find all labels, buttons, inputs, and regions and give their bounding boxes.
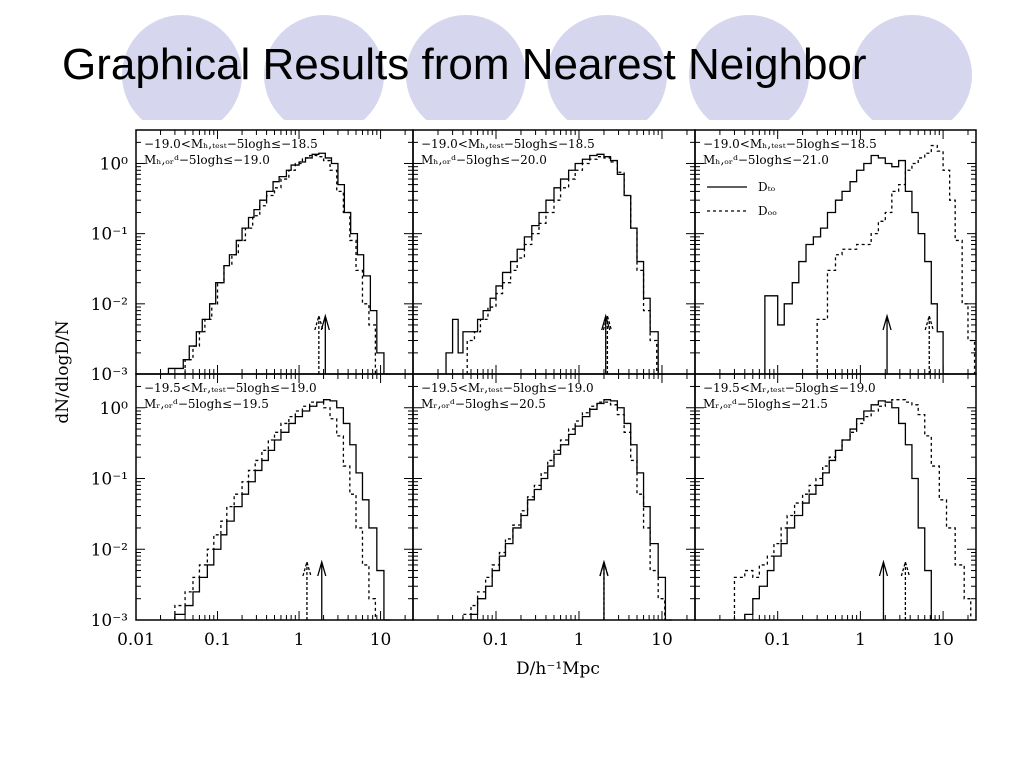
x-tick-label: 10 [651,630,673,650]
panel-annotation: −19.0<Mₕ,ₜₑₛₜ−5logh≤−18.5 [144,137,318,151]
decor-circle [122,15,242,120]
x-tick-label: 0.1 [204,630,231,650]
y-tick-label: 10⁻² [91,295,128,315]
series-solid [445,153,665,375]
series-solid [470,399,672,621]
panel-bottom-middle: −19.5<Mᵣ,ₜₑₛₜ−5logh≤−19.0 Mᵣ,ₒᵣᵈ−5logh≤−2… [412,373,696,621]
decor-circle [852,15,972,120]
series-dashed [174,401,377,620]
median-arrow-solid [882,313,892,374]
y-tick-label: 10⁻³ [91,365,128,385]
median-arrow-dashed [602,313,613,374]
x-tick-label: 0.01 [117,630,155,650]
panel-annotation: −19.5<Mᵣ,ₜₑₛₜ−5logh≤−19.0 [421,381,594,395]
x-tick-label: 1 [574,630,585,650]
panel-bottom-left: −19.5<Mᵣ,ₜₑₛₜ−5logh≤−19.0 Mᵣ,ₒᵣᵈ−5logh≤−1… [135,373,414,621]
panel-annotation: Mₕ,ₒᵣᵈ−5logh≤−19.0 [144,153,270,167]
panel-annotation: Mₕ,ₒᵣᵈ−5logh≤−21.0 [703,153,829,167]
panel-annotation: −19.5<Mᵣ,ₜₑₛₜ−5logh≤−19.0 [703,381,876,395]
series-solid [744,400,938,621]
median-arrow-solid [317,559,327,620]
series-solid [764,154,950,375]
y-tick-label: 10⁻³ [91,611,128,631]
median-arrow-dashed [900,559,911,620]
median-arrow-solid [601,313,611,374]
x-tick-label: 1 [294,630,305,650]
series-dashed [733,399,972,620]
series-solid [167,152,391,375]
median-arrow-dashed [924,313,934,374]
legend-solid-label: Dₜₒ [758,180,776,194]
decor-circles [122,15,972,120]
legend-dashed-label: Dₒₒ [758,204,777,218]
series-dashed [816,144,976,374]
series-solid [174,399,391,621]
median-arrow-dashed [599,559,609,620]
series-dashed [184,154,377,374]
panel-top-right: −19.0<Mₕ,ₜₑₛₜ−5logh≤−18.5 Mₕ,ₒᵣᵈ−5logh≤−2… [694,129,977,375]
decor-circle [547,15,667,120]
x-tick-label: 1 [855,630,866,650]
panel-annotation: Mₕ,ₒᵣᵈ−5logh≤−20.0 [421,153,547,167]
slide-title: Graphical Results from Nearest Neighbor [62,40,867,89]
decor-circle [689,15,809,120]
panel-annotation: −19.5<Mᵣ,ₜₑₛₜ−5logh≤−19.0 [144,381,317,395]
panel-annotation: Mᵣ,ₒᵣᵈ−5logh≤−20.5 [421,397,546,411]
panel-annotation: −19.0<Mₕ,ₜₑₛₜ−5logh≤−18.5 [703,137,877,151]
panel-top-middle: −19.0<Mₕ,ₜₑₛₜ−5logh≤−18.5 Mₕ,ₒᵣᵈ−5logh≤−2… [412,129,696,375]
x-tick-label: 10 [370,630,392,650]
y-axis-label: dN/dlogD/N [53,320,73,423]
y-tick-label: 10⁰ [100,399,129,419]
y-tick-label: 10⁻¹ [91,225,128,245]
y-tick-label: 10⁻² [91,540,128,560]
panel-bottom-right: −19.5<Mᵣ,ₜₑₛₜ−5logh≤−19.0 Mᵣ,ₒᵣᵈ−5logh≤−2… [694,373,977,621]
x-tick-label: 10 [932,630,954,650]
x-tick-label: 0.1 [764,630,791,650]
panel-annotation: −19.0<Mₕ,ₜₑₛₜ−5logh≤−18.5 [421,137,595,151]
panel-top-left: −19.0<Mₕ,ₜₑₛₜ−5logh≤−18.5 Mₕ,ₒᵣᵈ−5logh≤−1… [135,129,414,375]
decor-circle [264,15,384,120]
series-dashed [462,401,666,620]
y-tick-label: 10⁻¹ [91,470,128,490]
panel-annotation: Mᵣ,ₒᵣᵈ−5logh≤−19.5 [144,397,269,411]
panel-annotation: Mᵣ,ₒᵣᵈ−5logh≤−21.5 [703,397,828,411]
x-tick-label: 0.1 [482,630,509,650]
y-tick-label: 10⁰ [100,154,129,174]
median-arrow-solid [878,559,889,620]
median-arrow-dashed [314,313,324,374]
median-arrow-solid [320,313,330,374]
decor-circle [406,15,526,120]
median-arrow-dashed [302,559,312,620]
series-dashed [466,156,658,374]
x-axis-label: D/h⁻¹Mpc [516,659,600,679]
